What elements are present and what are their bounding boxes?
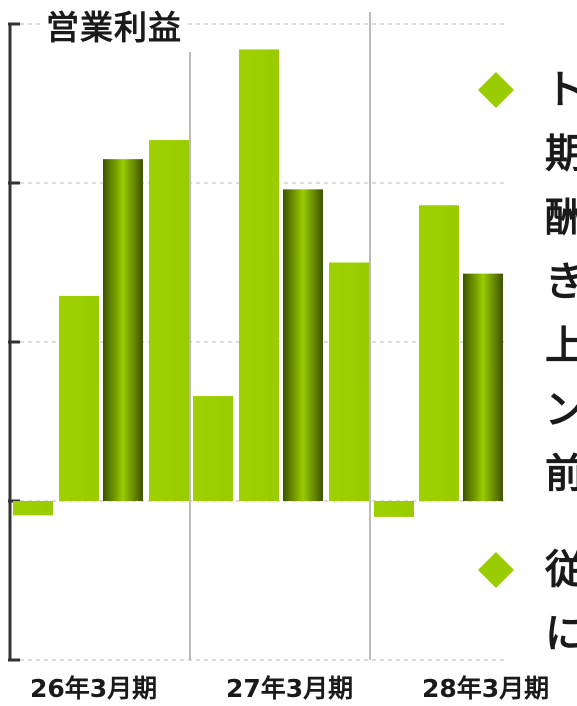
diamond-bullet-icon [478,72,514,108]
bar-2 [59,295,99,501]
bar-4 [149,140,189,501]
bar-8 [329,262,369,501]
bar-3 [103,159,143,501]
bar-1 [13,501,53,516]
bar-6 [239,49,279,501]
bullet-text-2: 従に [545,547,577,657]
group-separators [189,12,371,660]
chart-title: 営業利益 [44,6,184,50]
x-tick-label-26: 26年3月期 [30,674,158,703]
bar-7 [283,189,323,502]
bar-9 [374,501,414,517]
diamond-bullet-icon [478,552,514,588]
bars [13,49,503,517]
y-axis [8,22,20,662]
x-tick-label-28: 28年3月期 [422,674,550,703]
bar-11 [463,273,503,501]
bar-5 [193,396,233,501]
bullet-text-1: ト期酬き上ン前 [545,67,577,497]
x-tick-label-27: 27年3月期 [226,674,354,703]
bar-10 [419,205,459,501]
